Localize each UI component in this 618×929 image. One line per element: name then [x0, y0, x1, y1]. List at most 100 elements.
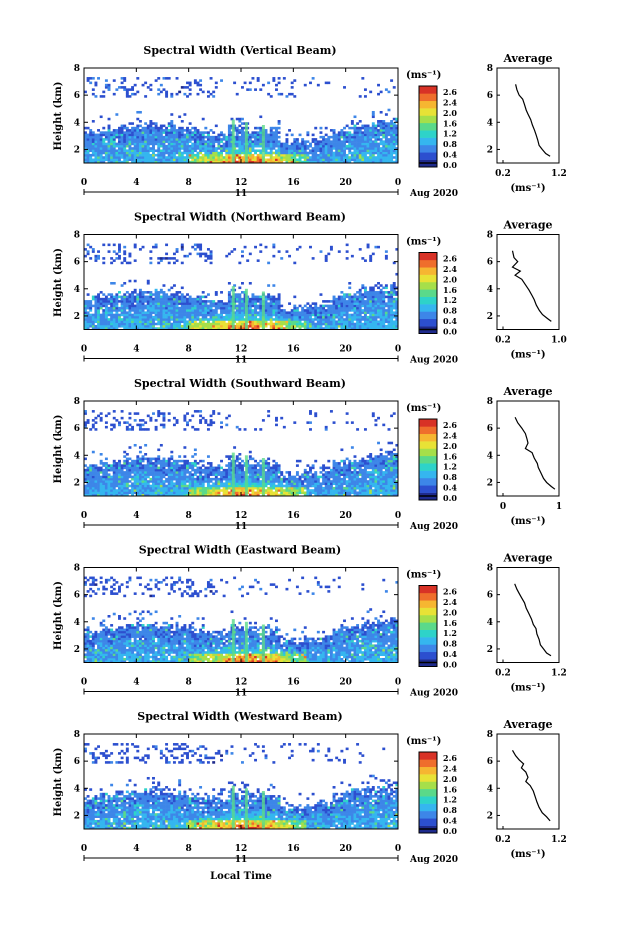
colorbar-tick-label: 1.6 — [443, 285, 457, 295]
profile-y-tick-label: 2 — [487, 478, 493, 488]
y-tick-label: 4 — [74, 451, 80, 461]
x-tick-label: 0 — [395, 844, 401, 854]
x-tick-label: 0 — [81, 678, 87, 688]
colorbar-tick-label: 1.6 — [443, 784, 457, 794]
colorbar-segment — [419, 267, 437, 275]
colorbar-segment — [419, 130, 437, 138]
colorbar-segment — [419, 259, 437, 268]
colorbar-segment — [419, 766, 437, 775]
colorbar-segment — [419, 796, 437, 804]
profile-x-tick-label: 0.2 — [495, 336, 511, 346]
heatmap-streak — [244, 122, 248, 163]
profile-y-tick-label: 6 — [487, 91, 493, 101]
x-tick-label: 16 — [287, 844, 300, 854]
colorbar-segment — [419, 463, 437, 471]
profile-y-tick-label: 4 — [487, 784, 493, 794]
profile-y-tick-label: 8 — [487, 564, 493, 574]
panel-4: Spectral Width (Eastward Beam) 2 4 6 8 Height… — [53, 544, 567, 699]
heatmap-cells — [84, 410, 399, 497]
colorbar-label: (ms⁻¹) — [406, 237, 441, 248]
colorbar-tick-label: 1.6 — [443, 618, 457, 628]
colorbar-segment — [419, 651, 437, 660]
colorbar-tick-label: 2.4 — [443, 264, 457, 274]
y-tick-label: 8 — [74, 231, 80, 241]
colorbar-tick-label: 0.0 — [443, 660, 457, 670]
profile-y-tick-label: 6 — [487, 757, 493, 767]
colorbar: (ms⁻¹)2.62.42.01.61.20.80.40.0 — [406, 570, 457, 670]
x-tick-label: 4 — [133, 678, 139, 688]
colorbar-segment — [419, 485, 437, 493]
profile-title: Average — [502, 52, 552, 65]
x-tick-label: 0 — [81, 345, 87, 355]
profile-y-tick-label: 4 — [487, 118, 493, 128]
colorbar-tick-label: 1.2 — [443, 295, 457, 305]
colorbar-frame — [418, 585, 438, 667]
colorbar: (ms⁻¹)2.62.42.01.61.20.80.40.0 — [406, 70, 457, 170]
panel-title: Spectral Width (Vertical Beam) — [143, 44, 336, 57]
colorbar-segment — [419, 455, 437, 464]
heatmap-streak — [244, 288, 248, 330]
x-tick-label: 20 — [339, 844, 352, 854]
heatmap-streak — [261, 624, 265, 663]
colorbar-tick-label: 0.8 — [443, 639, 457, 649]
profile-panel: Average 2 4 6 8 0 1 (ms⁻¹) — [487, 385, 562, 527]
x-tick-label: 0 — [395, 678, 401, 688]
colorbar-tick-label: 0.8 — [443, 805, 457, 815]
colorbar-segment — [419, 433, 437, 442]
panel-title: Spectral Width (Eastward Beam) — [139, 544, 341, 557]
colorbar-segment — [419, 477, 437, 486]
colorbar-tick-label: 0.4 — [443, 483, 457, 493]
colorbar-tick-label: 2.4 — [443, 430, 457, 440]
colorbar-tick-label: 2.6 — [443, 420, 457, 430]
colorbar-tick-label: 2.4 — [443, 97, 457, 107]
colorbar-tick-label: 0.8 — [443, 472, 457, 482]
y-tick-label: 8 — [74, 564, 80, 574]
y-tick-label: 6 — [74, 424, 80, 434]
colorbar-segment — [419, 585, 437, 594]
colorbar-label: (ms⁻¹) — [406, 70, 441, 81]
colorbar-frame — [418, 418, 438, 501]
x-tick-label: 0 — [81, 844, 87, 854]
profile-x-tick-label: 1 — [556, 502, 562, 512]
date-label: Aug 2020 — [409, 855, 458, 865]
colorbar-segment — [419, 289, 437, 297]
colorbar: (ms⁻¹)2.62.42.01.61.20.80.40.0 — [406, 237, 457, 337]
colorbar-segment — [419, 629, 437, 638]
colorbar-segment — [419, 252, 437, 261]
profile-y-tick-label: 2 — [487, 145, 493, 155]
heatmap-streak — [231, 452, 235, 496]
colorbar-tick-label: 0.4 — [443, 150, 457, 160]
colorbar-frame — [418, 751, 438, 834]
profile-y-tick-label: 2 — [487, 645, 493, 655]
profile-x-tick-label: 0.2 — [495, 835, 511, 845]
colorbar: (ms⁻¹)2.62.42.01.61.20.80.40.0 — [406, 736, 457, 836]
x-tick-label: 12 — [235, 844, 248, 854]
heatmap-cells — [84, 743, 399, 830]
day-label: 11 — [235, 189, 248, 199]
profile-title: Average — [502, 552, 552, 565]
colorbar-segment — [419, 93, 437, 102]
y-tick-label: 8 — [74, 730, 80, 740]
x-tick-label: 16 — [287, 178, 300, 188]
colorbar-segment — [419, 592, 437, 601]
colorbar-segment — [419, 296, 437, 305]
x-axis-label: Local Time — [210, 871, 272, 882]
x-tick-label: 12 — [235, 178, 248, 188]
profile-x-axis-label: (ms⁻¹) — [510, 350, 545, 361]
x-tick-label: 12 — [235, 511, 248, 521]
heatmap-streak — [244, 621, 248, 663]
date-label: Aug 2020 — [409, 356, 458, 366]
y-tick-label: 6 — [74, 258, 80, 268]
colorbar-segment — [419, 122, 437, 131]
heatmap-streak — [244, 788, 248, 829]
colorbar-segment — [419, 419, 437, 427]
x-tick-label: 20 — [339, 511, 352, 521]
profile-line — [511, 750, 551, 822]
x-tick-label: 4 — [133, 345, 139, 355]
profile-panel: Average 2 4 6 8 0.2 1.0 (ms⁻¹) — [487, 219, 567, 361]
colorbar-segment — [419, 637, 437, 645]
profile-frame — [496, 400, 560, 497]
profile-y-tick-label: 6 — [487, 424, 493, 434]
profile-panel: Average 2 4 6 8 0.2 1.2 (ms⁻¹) — [487, 52, 567, 194]
